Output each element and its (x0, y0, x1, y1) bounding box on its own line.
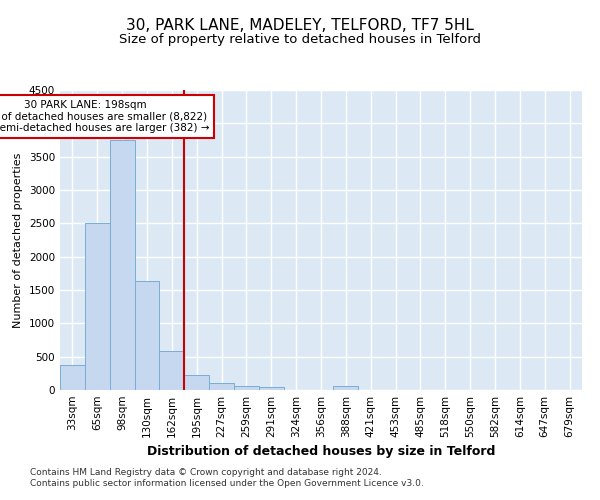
Text: Contains HM Land Registry data © Crown copyright and database right 2024.
Contai: Contains HM Land Registry data © Crown c… (30, 468, 424, 487)
Bar (110, 140, 134, 390)
Text: 30 PARK LANE: 198sqm
← 96% of detached houses are smaller (8,822)
4% of semi-det: 30 PARK LANE: 198sqm ← 96% of detached h… (0, 100, 209, 133)
Text: Size of property relative to detached houses in Telford: Size of property relative to detached ho… (119, 32, 481, 46)
X-axis label: Distribution of detached houses by size in Telford: Distribution of detached houses by size … (147, 446, 495, 458)
Text: 30, PARK LANE, MADELEY, TELFORD, TF7 5HL: 30, PARK LANE, MADELEY, TELFORD, TF7 5HL (126, 18, 474, 32)
Y-axis label: Number of detached properties: Number of detached properties (13, 152, 23, 328)
Bar (160, 350, 184, 390)
Bar (134, 280, 160, 390)
Bar (334, 386, 358, 390)
Bar (85, 224, 110, 390)
Bar (60, 366, 85, 390)
Bar (209, 383, 234, 390)
Bar (259, 388, 284, 390)
Bar (184, 374, 209, 390)
Bar (234, 386, 259, 390)
